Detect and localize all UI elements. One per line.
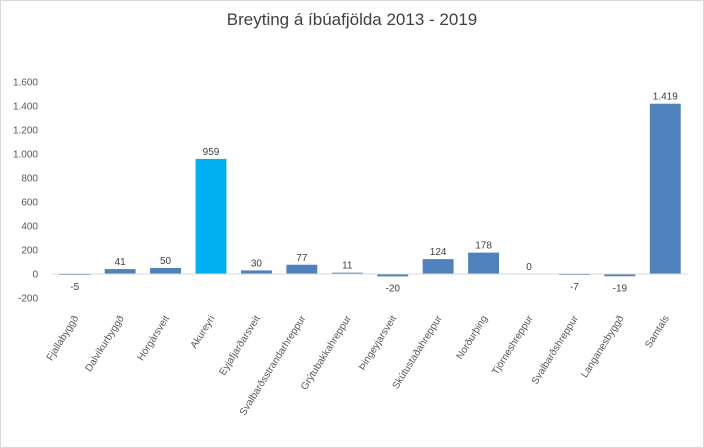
data-label: 11: [342, 261, 353, 272]
y-tick-label: 1.600: [13, 78, 38, 89]
x-tick-label: Tjörneshreppur: [490, 313, 536, 377]
x-tick-label: Svalbarðshreppur: [529, 313, 581, 387]
data-label: 1.419: [653, 92, 678, 103]
x-tick-label: Norðurþing: [454, 313, 490, 361]
data-labels: -5 41 50 959 30 77 11 -20 124 178 0 -7 -19 1.419: [70, 92, 678, 295]
data-label: 41: [115, 257, 127, 268]
y-tick-label: 400: [21, 222, 38, 233]
chart-title: Breyting á íbúafjölda 2013 - 2019: [226, 10, 478, 29]
x-tick-label: Dalvíkurbyggð: [83, 313, 127, 374]
bar: [195, 158, 227, 274]
data-label: 124: [430, 247, 447, 258]
x-tick-label: Skútustaðahreppur: [390, 313, 445, 392]
x-tick-label: Hörgársveit: [136, 314, 173, 363]
data-label: 178: [475, 241, 492, 252]
data-label: 50: [160, 256, 172, 267]
data-label: -20: [385, 283, 400, 294]
x-axis: Fjallabyggð Dalvíkurbyggð Hörgársveit Akure…: [44, 273, 688, 418]
y-tick-label: 1.000: [13, 150, 38, 161]
x-tick-label: Þingeyjarsveit: [357, 314, 399, 373]
y-tick-label: 200: [21, 246, 38, 257]
y-axis: -200 0 200 400 600 800 1.000 1.200 1.400 1.600: [13, 78, 38, 305]
x-tick-label: Samtals: [643, 314, 671, 350]
data-label: 0: [526, 262, 532, 273]
x-tick-label: Grýtubakkahreppur: [299, 313, 354, 392]
bar: [649, 103, 681, 274]
data-label: 30: [251, 258, 263, 269]
y-tick-label: 800: [21, 174, 38, 185]
bar: [150, 268, 182, 274]
bar: [468, 252, 500, 274]
y-tick-label: 1.200: [13, 126, 38, 137]
data-label: 959: [203, 147, 220, 158]
y-tick-label: -200: [18, 294, 38, 305]
x-tick-label: Langanesbyggð: [579, 313, 627, 380]
y-tick-label: 0: [32, 270, 38, 281]
bar: [104, 269, 136, 274]
x-tick-label: Eyjafjarðarsveit: [217, 313, 264, 378]
data-label: 77: [296, 253, 308, 264]
data-label: -5: [70, 282, 79, 293]
bar: [422, 259, 454, 274]
bar: [331, 272, 363, 274]
y-tick-label: 1.400: [13, 102, 38, 113]
x-tick-label: Akureyri: [189, 314, 218, 351]
bar: [240, 270, 272, 274]
bars: [59, 103, 681, 277]
data-label: -19: [613, 283, 628, 294]
bar: [604, 274, 636, 277]
x-tick-label: Fjallabyggð: [44, 313, 82, 363]
y-tick-label: 600: [21, 198, 38, 209]
bar: [286, 264, 318, 274]
bar: [377, 274, 409, 277]
data-label: -7: [570, 282, 579, 293]
